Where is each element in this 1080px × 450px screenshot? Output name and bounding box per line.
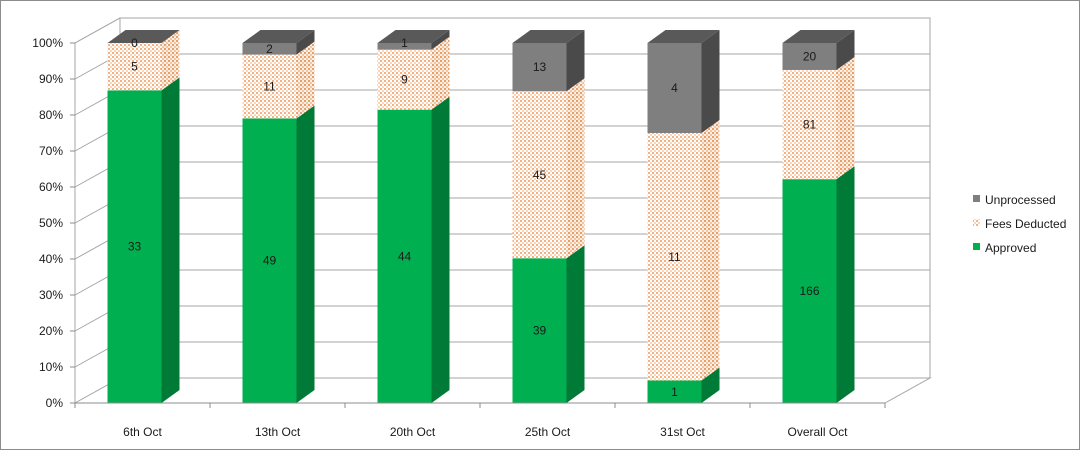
data-label-unprocessed-31st-oct: 4 xyxy=(671,81,678,95)
data-label-unprocessed-overall-oct: 20 xyxy=(803,49,817,63)
y-tick-label: 0% xyxy=(46,396,64,410)
bar-unprocessed-6th-oct-top xyxy=(107,30,180,43)
bar-approved-13th-oct-side xyxy=(296,105,315,403)
bar-unprocessed-31st-oct-side xyxy=(701,30,720,133)
data-label-fees-deducted-25th-oct: 45 xyxy=(533,168,547,182)
bar-approved-13th-oct xyxy=(242,118,297,403)
data-label-approved-25th-oct: 39 xyxy=(533,324,547,338)
data-label-unprocessed-6th-oct: 0 xyxy=(131,36,138,50)
data-label-unprocessed-20th-oct: 1 xyxy=(401,36,408,50)
bar-fees-deducted-20th-oct-side xyxy=(431,36,450,110)
legend-swatch-approved xyxy=(973,243,980,250)
legend-label-fees-deducted: Fees Deducted xyxy=(985,217,1066,231)
data-label-fees-deducted-31st-oct: 11 xyxy=(668,250,681,264)
bar-fees-deducted-overall-oct xyxy=(782,69,837,180)
bar-fees-deducted-13th-oct xyxy=(242,54,297,119)
data-label-unprocessed-25th-oct: 13 xyxy=(533,60,547,74)
bar-fees-deducted-13th-oct-side xyxy=(296,41,315,119)
bar-fees-deducted-6th-oct xyxy=(107,43,162,91)
bar-unprocessed-20th-oct-top xyxy=(377,30,450,43)
y-tick-label: 90% xyxy=(39,72,63,86)
bar-approved-25th-oct xyxy=(512,258,567,403)
y-axis: 0% 10% 20% 30% 40% 50% 60% 70% 80% 90% 100% xyxy=(32,36,75,410)
bar-approved-25th-oct-side xyxy=(566,245,585,403)
data-label-approved-20th-oct: 44 xyxy=(398,249,412,263)
legend-swatch-fees-deducted xyxy=(973,219,980,226)
legend: Unprocessed Fees Deducted Approved xyxy=(973,193,1066,255)
bar-fees-deducted-overall-oct-side xyxy=(836,56,855,180)
y-tick-label: 100% xyxy=(32,36,63,50)
bar-unprocessed-20th-oct xyxy=(377,43,432,50)
data-label-fees-deducted-13th-oct: 11 xyxy=(263,80,276,94)
gridline xyxy=(74,17,930,44)
bar-unprocessed-31st-oct-top xyxy=(647,30,720,43)
y-tick-label: 80% xyxy=(39,108,63,122)
bar-stack-20th-oct: 44 9 1 xyxy=(377,30,450,404)
bar-approved-overall-oct-side xyxy=(836,166,855,403)
y-tick-label: 20% xyxy=(39,324,63,338)
data-label-fees-deducted-6th-oct: 5 xyxy=(131,60,138,74)
bar-unprocessed-31st-oct xyxy=(647,43,702,133)
data-label-fees-deducted-overall-oct: 81 xyxy=(803,118,817,132)
bar-approved-6th-oct xyxy=(107,90,162,404)
data-label-approved-13th-oct: 49 xyxy=(263,254,277,268)
bar-approved-overall-oct xyxy=(782,179,837,403)
x-tick-label: 6th Oct xyxy=(123,425,162,439)
x-tick-label: 25th Oct xyxy=(525,425,571,439)
y-tick-label: 30% xyxy=(39,288,63,302)
data-label-approved-overall-oct: 166 xyxy=(799,284,819,298)
data-label-approved-6th-oct: 33 xyxy=(128,240,142,254)
bar-unprocessed-20th-oct-side xyxy=(431,30,450,50)
x-tick-label: 13th Oct xyxy=(255,425,301,439)
y-tick-label: 10% xyxy=(39,360,63,374)
bar-approved-31st-oct-side xyxy=(701,367,720,403)
x-tick-label: 31st Oct xyxy=(660,425,705,439)
y-tick-label: 60% xyxy=(39,180,63,194)
bar-unprocessed-overall-oct-side xyxy=(836,30,855,70)
x-tick-label: Overall Oct xyxy=(787,425,848,439)
y-tick-label: 70% xyxy=(39,144,63,158)
y-tick-label: 50% xyxy=(39,216,63,230)
bar-unprocessed-13th-oct-side xyxy=(296,30,315,55)
bar-approved-20th-oct xyxy=(377,109,432,404)
bar-fees-deducted-31st-oct-side xyxy=(701,120,720,381)
x-axis: 6th Oct 13th Oct 20th Oct 25th Oct 31st Oct O… xyxy=(74,402,886,439)
data-label-fees-deducted-20th-oct: 9 xyxy=(401,73,408,87)
bar-unprocessed-25th-oct xyxy=(512,43,567,92)
legend-label-unprocessed: Unprocessed xyxy=(985,193,1056,207)
y-tick-label: 40% xyxy=(39,252,63,266)
bar-fees-deducted-25th-oct-side xyxy=(566,78,585,259)
bar-stack-13th-oct: 49 11 2 xyxy=(242,30,315,403)
bar-approved-31st-oct xyxy=(647,380,702,403)
bar-stack-25th-oct: 39 45 13 xyxy=(512,30,585,403)
bar-unprocessed-13th-oct-top xyxy=(242,30,315,43)
x-tick-label: 20th Oct xyxy=(390,425,436,439)
bar-unprocessed-25th-oct-side xyxy=(566,30,585,92)
bar-approved-6th-oct-side xyxy=(161,77,180,404)
data-label-unprocessed-13th-oct: 2 xyxy=(266,42,273,56)
bar-unprocessed-overall-oct-top xyxy=(782,30,855,43)
bar-unprocessed-13th-oct xyxy=(242,43,297,55)
bar-fees-deducted-20th-oct xyxy=(377,49,432,110)
bar-approved-20th-oct-side xyxy=(431,96,450,404)
data-label-approved-31st-oct: 1 xyxy=(671,385,678,399)
bar-stack-overall-oct: 166 81 20 xyxy=(782,30,855,403)
bar-fees-deducted-31st-oct xyxy=(647,133,702,381)
legend-label-approved: Approved xyxy=(985,241,1036,255)
bar-unprocessed-overall-oct xyxy=(782,43,837,70)
bar-fees-deducted-25th-oct xyxy=(512,91,567,259)
bar-fees-deducted-6th-oct-side xyxy=(161,30,180,91)
legend-swatch-unprocessed xyxy=(973,195,980,202)
bar-stack-6th-oct: 33 5 0 xyxy=(107,30,180,404)
bar-unprocessed-25th-oct-top xyxy=(512,30,585,43)
